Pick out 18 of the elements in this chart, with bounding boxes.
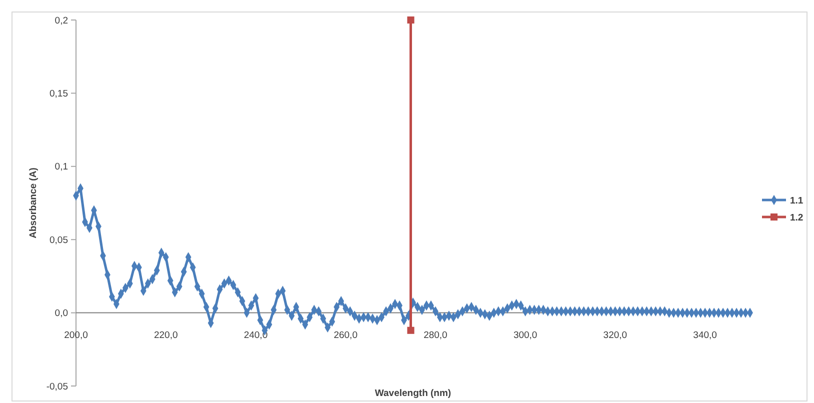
x-tick-label: 280,0 [424, 330, 448, 341]
legend-label: 1.2 [790, 212, 804, 224]
x-tick-label: 200,0 [64, 330, 88, 341]
y-tick-label: 0,15 [50, 88, 68, 100]
x-tick-label: 340,0 [693, 330, 717, 341]
y-tick-label: 0,05 [50, 234, 68, 246]
x-tick-label: 300,0 [513, 330, 538, 341]
y-tick-label: -0,05 [46, 381, 68, 392]
y-axis-title: Absorbance (A) [28, 168, 39, 238]
y-tick-label: 0,1 [54, 162, 68, 173]
x-tick-label: 320,0 [603, 330, 628, 341]
x-tick-label: 240,0 [244, 330, 268, 341]
x-axis-title: Wavelength (nm) [374, 388, 452, 399]
x-tick-label: 260,0 [334, 330, 358, 341]
x-tick-label: 220,0 [154, 330, 178, 341]
legend-label: 1.1 [790, 195, 804, 206]
y-tick-label: 0,0 [54, 308, 68, 320]
y-tick-label: 0,2 [54, 15, 68, 26]
